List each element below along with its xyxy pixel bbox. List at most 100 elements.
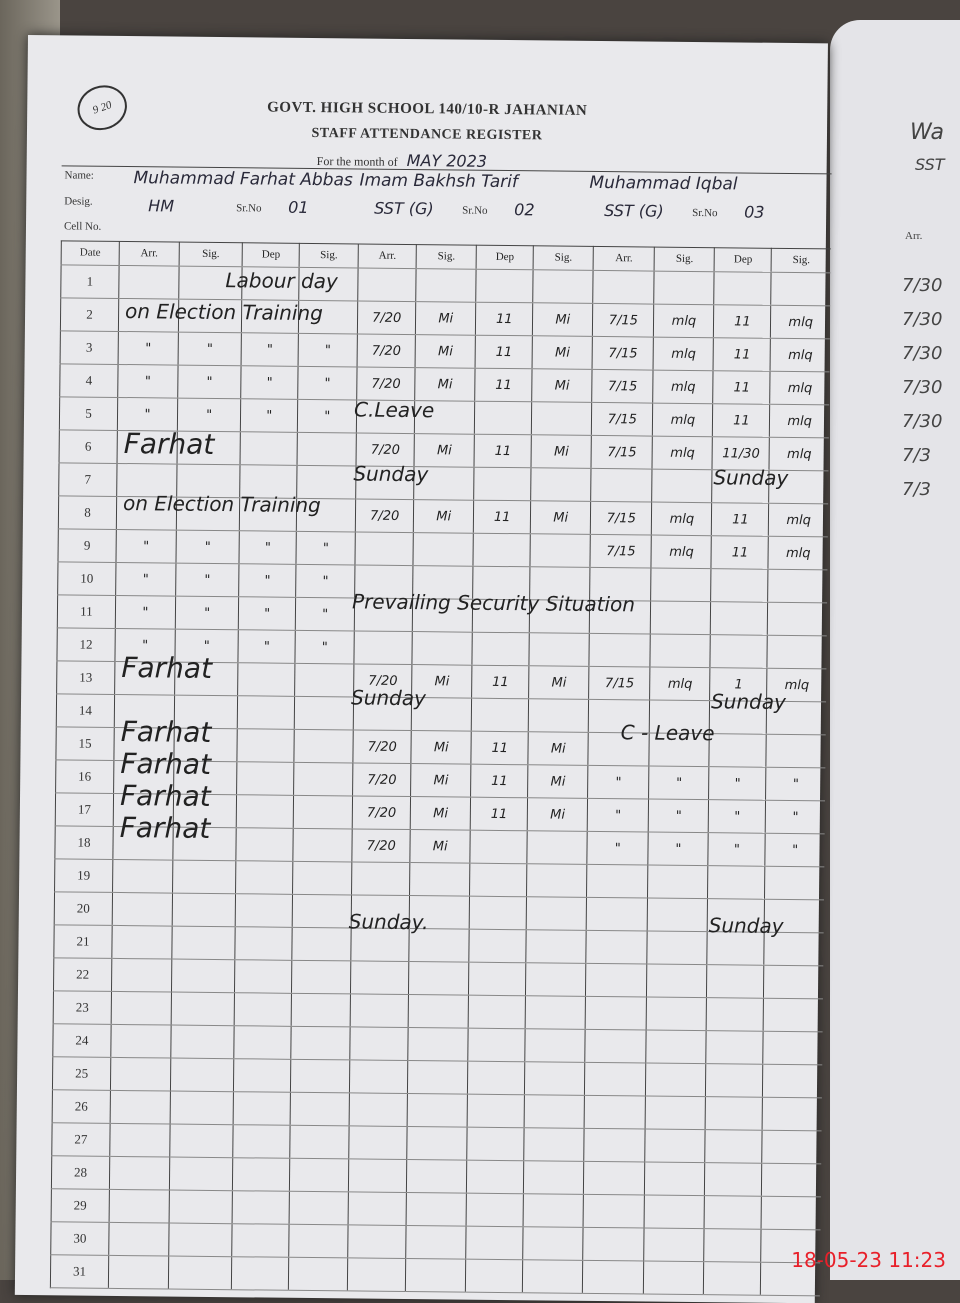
- attendance-cell: [409, 862, 471, 897]
- attendance-cell: [467, 1061, 525, 1095]
- attendance-cell: Mi: [411, 730, 472, 765]
- column-header: Sig.: [771, 247, 831, 273]
- date-cell: 28: [51, 1155, 110, 1190]
- register-page: 9 20 GOVT. HIGH SCHOOL 140/10-R JAHANIAN…: [14, 35, 832, 1303]
- attendance-cell: [465, 1226, 524, 1260]
- attendance-cell: 11: [474, 368, 533, 402]
- date-cell: 1: [60, 264, 120, 299]
- attendance-cell: Mi: [410, 796, 471, 831]
- attendance-cell: ": [587, 831, 649, 866]
- attendance-cell: [762, 1130, 822, 1164]
- attendance-cell: [472, 632, 530, 666]
- attendance-cell: [706, 964, 765, 999]
- attendance-cell: [530, 467, 592, 502]
- attendance-cell: ": [239, 530, 297, 565]
- attendance-cell: [170, 1025, 235, 1059]
- next-page-entry: 7/30: [902, 377, 943, 398]
- handwritten-note: Farhat: [123, 427, 215, 461]
- attendance-cell: ": [297, 399, 357, 433]
- attendance-cell: [523, 1193, 584, 1228]
- handwritten-note: on Election Training: [124, 299, 323, 326]
- attendance-cell: [528, 698, 589, 733]
- attendance-cell: ": [175, 596, 239, 630]
- attendance-cell: [710, 634, 768, 669]
- attendance-cell: ": [238, 563, 297, 598]
- attendance-cell: 7/20: [356, 366, 416, 401]
- attendance-cell: [291, 960, 352, 994]
- attendance-cell: 11: [712, 403, 771, 438]
- attendance-cell: ": [295, 597, 355, 631]
- attendance-cell: [526, 863, 588, 898]
- handwritten-note: C.Leave: [353, 397, 435, 423]
- date-cell: 29: [51, 1188, 110, 1223]
- attendance-cell: [168, 1223, 233, 1257]
- month-label: For the month of: [316, 154, 398, 169]
- attendance-cell: [525, 929, 587, 964]
- attendance-cell: ": [117, 397, 178, 432]
- attendance-cell: 11: [473, 500, 531, 534]
- attendance-cell: mlq: [649, 667, 711, 701]
- attendance-cell: [405, 1258, 466, 1293]
- date-cell: 30: [50, 1221, 110, 1256]
- attendance-cell: [466, 1160, 524, 1194]
- attendance-cell: [583, 1161, 646, 1196]
- register-title: STAFF ATTENDANCE REGISTER: [311, 125, 543, 144]
- attendance-cell: [118, 265, 180, 300]
- attendance-cell: Mi: [410, 829, 471, 864]
- handwritten-note: on Election Training: [122, 491, 321, 518]
- attendance-cell: [108, 1222, 170, 1257]
- attendance-cell: Mi: [531, 434, 592, 469]
- attendance-cell: [652, 469, 713, 503]
- attendance-cell: [111, 958, 172, 993]
- attendance-cell: [530, 533, 591, 568]
- attendance-cell: 11: [713, 337, 771, 372]
- attendance-cell: Mi: [410, 763, 472, 798]
- attendance-cell: [527, 830, 588, 865]
- handwritten-note: Labour day: [225, 268, 338, 294]
- next-page-entry: 7/30: [902, 343, 943, 364]
- attendance-cell: [349, 1092, 408, 1127]
- attendance-cell: [236, 827, 294, 862]
- attendance-cell: ": [296, 531, 356, 565]
- attendance-cell: [109, 1156, 170, 1191]
- cell-label: Cell No.: [63, 220, 102, 233]
- attendance-cell: ": [765, 767, 826, 801]
- attendance-cell: 11: [475, 302, 533, 336]
- attendance-cell: [288, 1257, 348, 1291]
- attendance-cell: [110, 1090, 171, 1125]
- attendance-cell: [523, 1127, 585, 1162]
- date-cell: 17: [55, 792, 114, 827]
- date-cell: 20: [54, 891, 113, 926]
- attendance-cell: 11: [475, 335, 533, 369]
- attendance-cell: [582, 1260, 645, 1295]
- attendance-cell: [169, 1124, 234, 1158]
- attendance-cell: [235, 860, 294, 895]
- attendance-cell: ": [298, 333, 358, 367]
- staff-designation: SST (G): [604, 201, 664, 221]
- handwritten-note: Sunday: [353, 461, 429, 487]
- attendance-cell: 7/15: [590, 534, 652, 569]
- date-cell: 7: [58, 462, 117, 497]
- handwritten-note: Sunday.: [348, 909, 429, 935]
- attendance-cell: [586, 897, 648, 932]
- attendance-cell: [348, 1191, 407, 1226]
- attendance-cell: [646, 964, 708, 998]
- attendance-cell: [169, 1157, 234, 1191]
- attendance-cell: [171, 992, 235, 1026]
- attendance-cell: 7/15: [590, 501, 653, 536]
- attendance-cell: [347, 1257, 406, 1292]
- attendance-cell: [292, 927, 352, 961]
- attendance-cell: [525, 995, 586, 1030]
- attendance-cell: [236, 761, 295, 796]
- attendance-cell: [293, 795, 353, 829]
- staff-serial-number: 03: [744, 202, 765, 222]
- attendance-cell: 7/20: [353, 729, 412, 764]
- attendance-cell: [654, 271, 715, 305]
- attendance-cell: mlq: [768, 503, 829, 537]
- attendance-cell: 7/20: [357, 300, 416, 335]
- attendance-cell: ": [175, 563, 240, 597]
- attendance-cell: ": [240, 398, 298, 433]
- date-cell: 5: [59, 396, 118, 431]
- attendance-cell: ": [177, 365, 242, 399]
- attendance-cell: [767, 602, 828, 636]
